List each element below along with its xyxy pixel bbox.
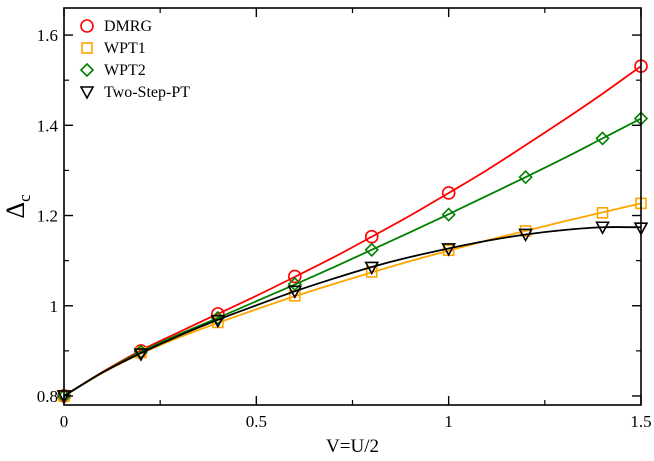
data-point-dmrg: [441, 186, 456, 200]
legend-marker-wpt1: [81, 42, 93, 54]
data-point-two-step-pt: [287, 285, 303, 299]
legend-item-dmrg: DMRG: [80, 18, 152, 35]
legend-label: WPT2: [104, 62, 146, 79]
legend: DMRG WPT1 WPT2 Two-Step-PT: [79, 18, 190, 101]
legend-label: Two-Step-PT: [104, 84, 190, 101]
x-axis-label: V=U/2: [326, 436, 379, 457]
data-point-wpt2: [364, 242, 379, 257]
series-line-wpt2: [63, 117, 642, 397]
x-tick-label: 0: [60, 412, 69, 431]
series-wpt2: [56, 111, 649, 404]
data-point-wpt1: [596, 207, 609, 219]
series-two-step-pt: [56, 221, 649, 404]
legend-label: DMRG: [104, 18, 152, 35]
y-tick-label: 1.6: [37, 26, 58, 45]
series-line-dmrg: [63, 65, 642, 397]
data-point-two-step-pt: [210, 314, 226, 329]
y-tick-label: 1.4: [37, 116, 59, 135]
data-point-wpt2: [595, 131, 610, 146]
axis-ticks: 0 0.5 1 1.5 0.8 1 1.2 1.4 1.6: [37, 8, 652, 431]
data-point-two-step-pt: [518, 228, 533, 243]
data-point-dmrg: [287, 269, 302, 284]
series-line-wpt1: [63, 202, 642, 397]
x-tick-label: 1.5: [630, 412, 651, 431]
series-line-two-step-pt: [63, 226, 642, 397]
legend-marker-two-step-pt: [79, 86, 95, 100]
data-point-wpt2: [287, 276, 302, 292]
legend-label: WPT1: [104, 40, 146, 57]
legend-item-wpt2: WPT2: [79, 62, 146, 79]
data-point-wpt2: [518, 170, 533, 185]
legend-marker-wpt2: [79, 62, 95, 78]
data-point-two-step-pt: [441, 243, 457, 257]
y-tick-label: 1.2: [37, 207, 58, 226]
y-axis-label-main: Δ: [1, 202, 30, 219]
series-wpt1: [58, 197, 647, 402]
data-point-two-step-pt: [595, 221, 610, 235]
plot-content: [56, 59, 649, 404]
legend-marker-dmrg: [80, 19, 94, 33]
y-tick-label: 1: [50, 297, 59, 316]
legend-item-two-step-pt: Two-Step-PT: [79, 84, 190, 101]
y-axis-label-subscript: c: [15, 194, 34, 202]
x-tick-label: 0.5: [246, 412, 267, 431]
legend-item-wpt1: WPT1: [81, 40, 146, 57]
y-axis-label: Δc: [1, 194, 34, 219]
data-point-two-step-pt: [364, 261, 380, 276]
x-tick-label: 1: [444, 412, 453, 431]
data-point-wpt2: [441, 207, 456, 222]
data-point-two-step-pt: [133, 348, 149, 362]
y-tick-label: 0.8: [37, 387, 58, 406]
